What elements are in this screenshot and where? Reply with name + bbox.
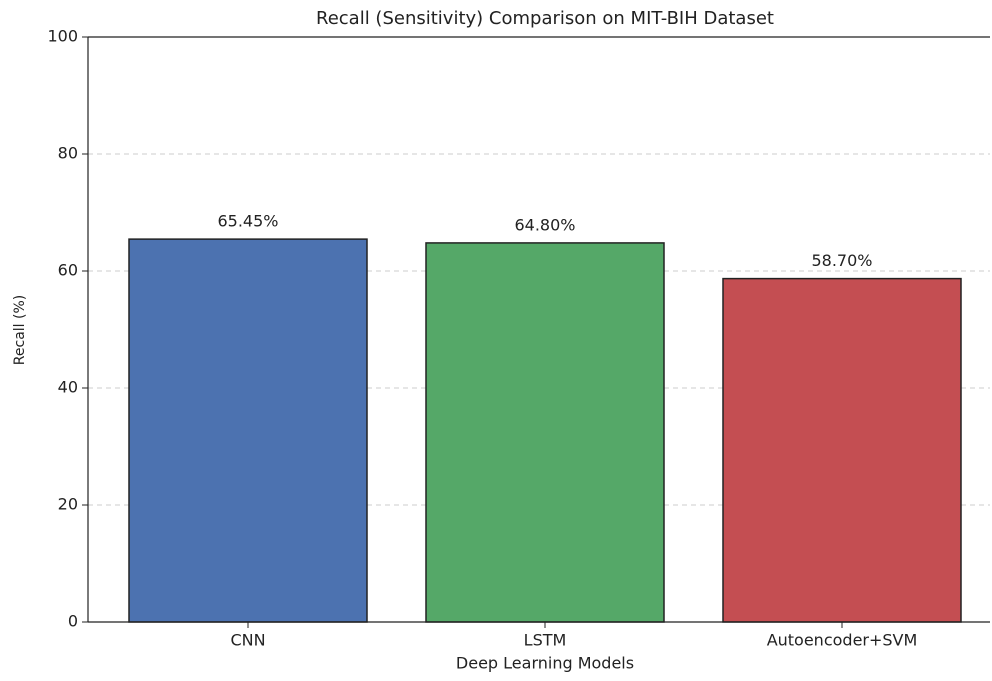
value-label: 65.45%: [217, 212, 278, 231]
y-tick-label: 100: [47, 27, 78, 46]
y-axis-label: Recall (%): [12, 295, 28, 365]
x-tick-label: Autoencoder+SVM: [767, 631, 918, 650]
y-tick-label: 0: [68, 612, 78, 631]
x-axis-label: Deep Learning Models: [456, 654, 634, 673]
chart-title: Recall (Sensitivity) Comparison on MIT-B…: [316, 8, 774, 29]
y-tick-label: 60: [58, 261, 78, 280]
x-tick-label: CNN: [230, 631, 265, 650]
bar: [722, 277, 962, 623]
bar: [425, 242, 665, 623]
y-tick-label: 40: [58, 378, 78, 397]
y-tick-label: 80: [58, 144, 78, 163]
value-label: 58.70%: [811, 251, 872, 270]
y-tick-label: 20: [58, 495, 78, 514]
value-label: 64.80%: [514, 215, 575, 234]
bar: [128, 238, 368, 623]
x-tick-label: LSTM: [524, 631, 567, 650]
